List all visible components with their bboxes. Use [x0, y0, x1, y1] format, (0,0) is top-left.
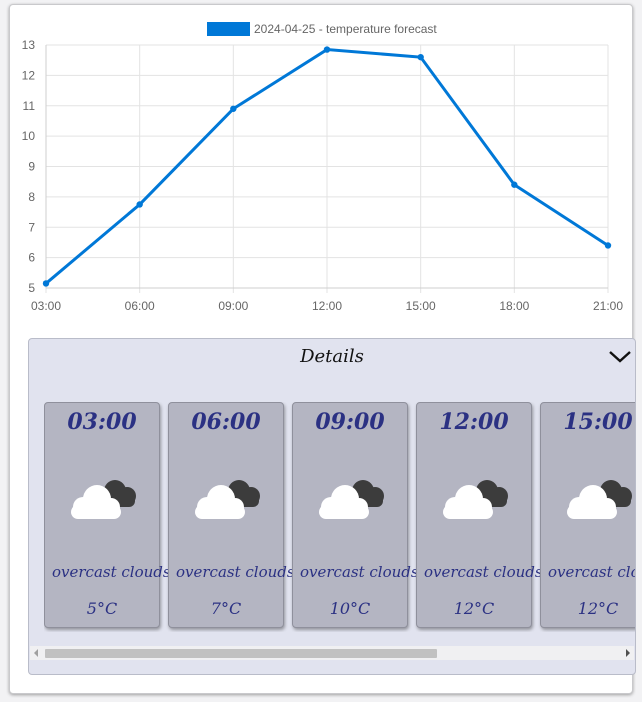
forecast-strip: 03:00 overcast clouds 5°C 06:00 overcast… — [44, 402, 635, 632]
scrollbar-thumb[interactable] — [45, 649, 437, 658]
forecast-temperature: 10°C — [329, 599, 371, 618]
forecast-description: overcast clouds — [424, 563, 543, 581]
y-tick-label: 12 — [22, 68, 36, 82]
data-point — [42, 280, 50, 287]
x-tick-label: 03:00 — [31, 299, 61, 313]
scroll-right-arrow-icon[interactable] — [626, 649, 630, 657]
x-tick-label: 15:00 — [406, 299, 436, 313]
overcast-clouds-icon — [319, 480, 384, 519]
forecast-card: 12:00 overcast clouds 12°C — [416, 402, 543, 628]
legend-swatch — [207, 22, 250, 36]
forecast-description: overcast clouds — [176, 563, 295, 581]
data-point — [417, 53, 424, 61]
overcast-clouds-icon — [567, 480, 632, 519]
forecast-temperature: 12°C — [453, 599, 495, 618]
forecast-time: 09:00 — [315, 409, 385, 435]
y-tick-label: 10 — [22, 129, 36, 143]
forecast-temperature: 7°C — [210, 599, 242, 618]
forecast-card: 15:00 overcast clouds 12°C — [540, 402, 635, 628]
details-panel: Details 03:00 overcast clouds 5°C 06:00 — [28, 338, 636, 675]
y-tick-label: 9 — [28, 160, 35, 174]
x-tick-label: 09:00 — [218, 299, 248, 313]
forecast-time: 03:00 — [67, 409, 137, 435]
y-tick-label: 13 — [22, 38, 36, 52]
y-tick-label: 8 — [28, 190, 35, 204]
forecast-description: overcast clouds — [52, 563, 171, 581]
data-point — [136, 201, 143, 208]
data-point — [323, 46, 331, 53]
scroll-left-arrow-icon[interactable] — [34, 649, 38, 657]
data-point — [230, 105, 237, 112]
overcast-clouds-icon — [443, 480, 508, 519]
x-tick-label: 21:00 — [593, 299, 623, 313]
forecast-description: overcast clouds — [548, 563, 635, 581]
details-title[interactable]: Details — [300, 346, 364, 367]
forecast-time: 06:00 — [191, 409, 261, 435]
horizontal-scrollbar[interactable] — [30, 646, 634, 660]
forecast-card: 03:00 overcast clouds 5°C — [44, 402, 171, 628]
forecast-temperature: 12°C — [577, 599, 619, 618]
y-tick-label: 5 — [28, 281, 35, 295]
x-tick-label: 12:00 — [312, 299, 342, 313]
data-point — [604, 242, 612, 249]
forecast-card: 06:00 overcast clouds 7°C — [168, 402, 295, 628]
y-tick-label: 7 — [28, 220, 35, 234]
forecast-description: overcast clouds — [300, 563, 419, 581]
y-tick-label: 6 — [28, 251, 35, 265]
overcast-clouds-icon — [195, 480, 260, 519]
chevron-down-icon[interactable] — [607, 347, 633, 365]
forecast-time: 15:00 — [563, 409, 633, 435]
overcast-clouds-icon — [71, 480, 136, 519]
x-tick-label: 18:00 — [499, 299, 529, 313]
forecast-temperature: 5°C — [86, 599, 118, 618]
y-tick-label: 11 — [23, 99, 36, 113]
weather-card: 5 6 7 8 9 10 11 12 13 03:00 06:00 09:00 12:00 15:00 18… — [9, 4, 636, 694]
forecast-card: 09:00 overcast clouds 10°C — [292, 402, 419, 628]
forecast-time: 12:00 — [439, 409, 509, 435]
temperature-chart: 5 6 7 8 9 10 11 12 13 03:00 06:00 09:00 12:00 15:00 18… — [22, 22, 623, 313]
data-point — [511, 181, 518, 188]
x-tick-label: 06:00 — [125, 299, 155, 313]
legend-label: 2024-04-25 - temperature forecast — [254, 22, 437, 36]
